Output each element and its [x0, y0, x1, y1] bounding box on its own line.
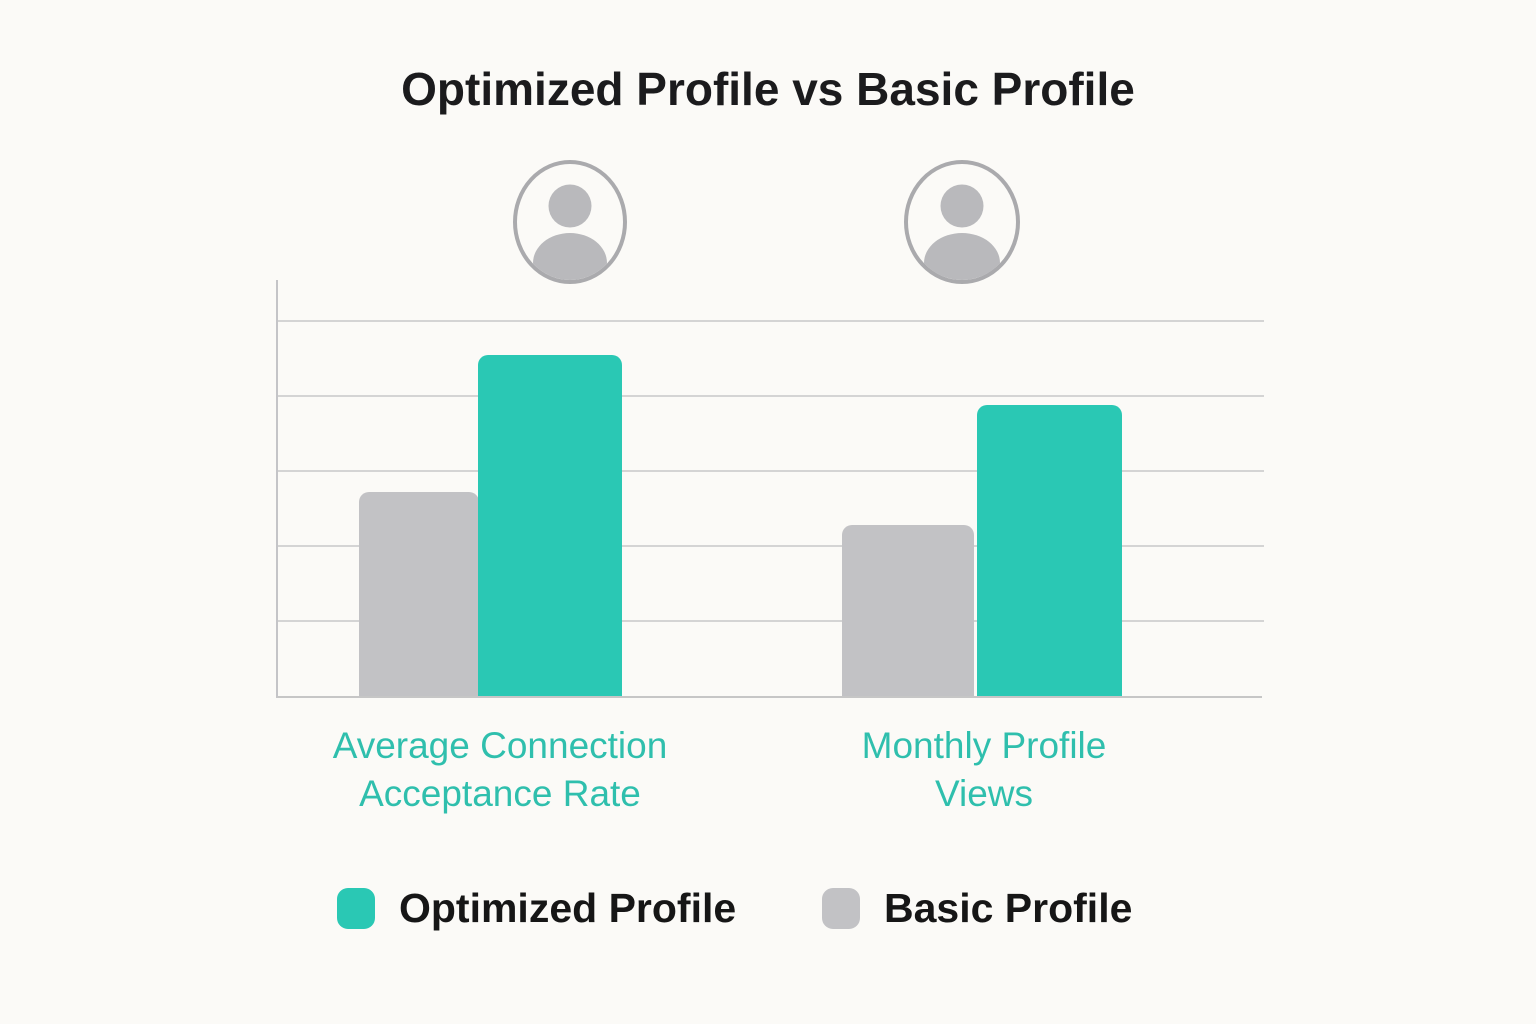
legend-label-basic: Basic Profile — [884, 885, 1133, 931]
bar-optimized-profile-views — [977, 405, 1122, 696]
legend-swatch-optimized — [337, 888, 375, 929]
gridline — [278, 320, 1264, 322]
category-label-line: Views — [934, 773, 1034, 814]
gridline — [278, 470, 1264, 472]
avatar-person-icon — [512, 160, 628, 291]
bar-basic-profile-views — [842, 525, 974, 696]
chart-title: Optimized Profile vs Basic Profile — [401, 63, 1135, 115]
avatar-person-icon — [903, 160, 1021, 291]
legend-item-optimized: Optimized Profile — [337, 885, 736, 932]
legend-swatch-basic — [822, 888, 860, 929]
category-label-line: Acceptance Rate — [359, 773, 641, 814]
category-label-line: Monthly Profile — [861, 725, 1107, 766]
gridline — [278, 395, 1264, 397]
legend-item-basic: Basic Profile — [822, 885, 1132, 932]
gridline — [278, 620, 1264, 622]
legend-label-optimized: Optimized Profile — [399, 885, 737, 931]
category-label-line: Average Connection — [332, 725, 668, 766]
category-label-profile-views: Monthly Profile Views — [734, 722, 1234, 818]
category-label-acceptance-rate: Average Connection Acceptance Rate — [250, 722, 750, 818]
bar-basic-acceptance-rate — [359, 492, 479, 696]
plot-area — [276, 280, 1264, 698]
gridline — [278, 545, 1264, 547]
bar-optimized-acceptance-rate — [478, 355, 622, 696]
